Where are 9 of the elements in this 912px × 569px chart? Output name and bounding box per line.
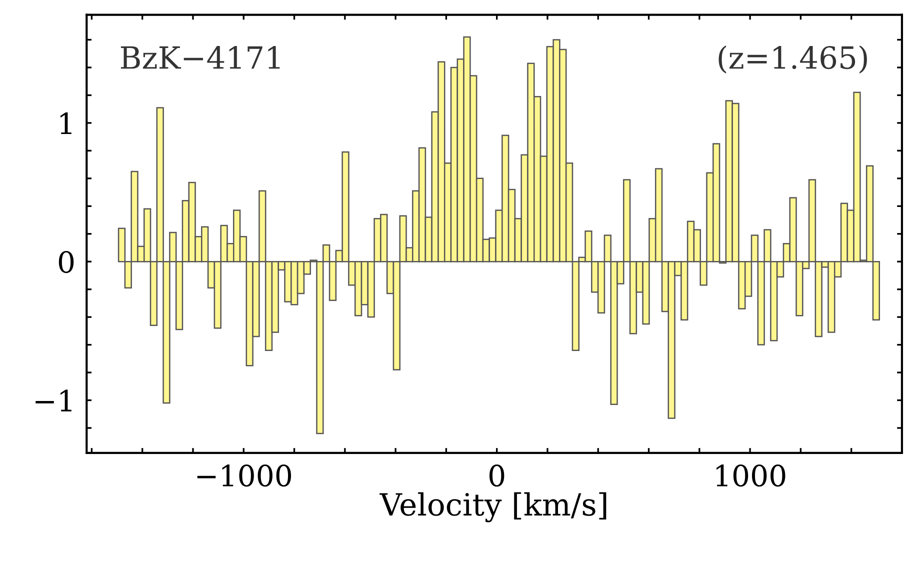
y-tick-label: 0 bbox=[58, 251, 74, 274]
x-tick-label: 1000 bbox=[716, 464, 786, 487]
y-tick-label: −1 bbox=[36, 390, 72, 412]
y-tick-label: 1 bbox=[60, 112, 72, 134]
annotation: (z=1.465) bbox=[718, 45, 867, 74]
x-axis-title: Velocity [km/s] bbox=[380, 492, 606, 522]
x-tick-label: −1000 bbox=[197, 464, 292, 487]
x-tick-label: 0 bbox=[489, 464, 504, 487]
annotation: BzK−4171 bbox=[120, 46, 280, 69]
